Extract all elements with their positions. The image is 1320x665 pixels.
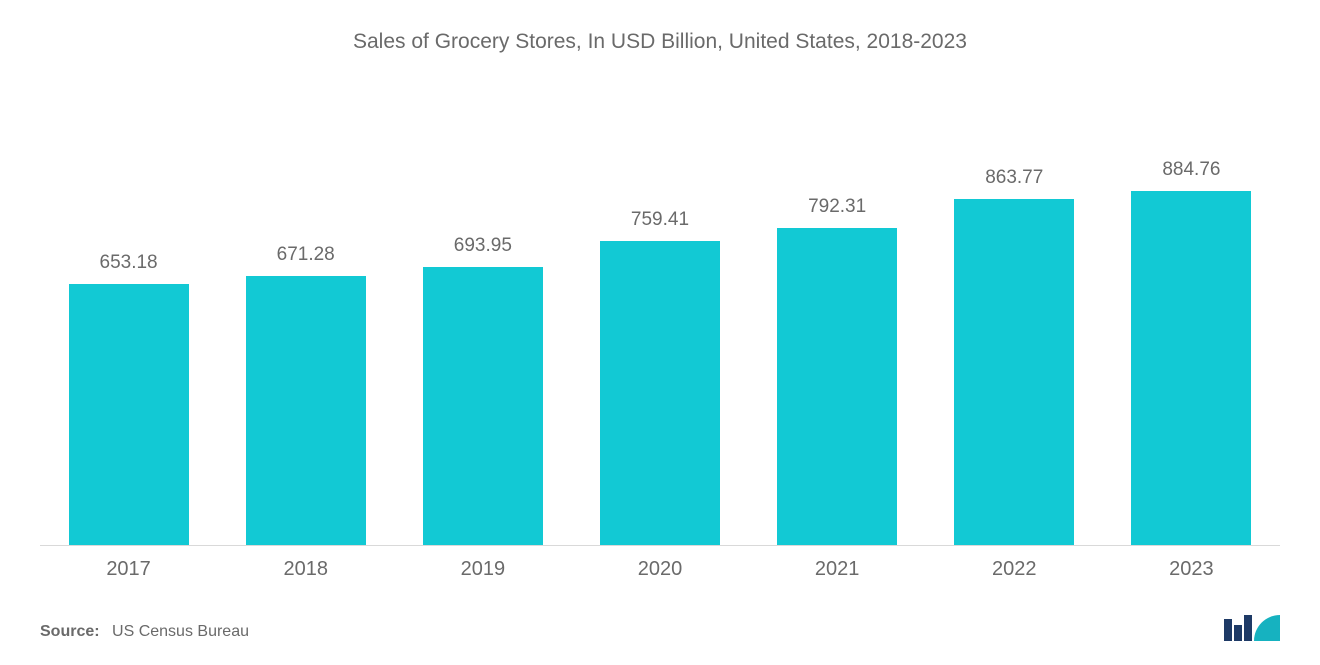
bar-group: 863.77 — [934, 167, 1094, 545]
source-label: Source: — [40, 623, 100, 640]
source-line: Source: US Census Bureau — [40, 623, 249, 641]
bar-group: 693.95 — [403, 235, 563, 545]
plot-area: 653.18 671.28 693.95 759.41 792.31 863.77 884.… — [40, 64, 1280, 545]
bar-rect — [69, 284, 189, 545]
x-tick-label: 2022 — [934, 550, 1094, 581]
bar-value-label: 653.18 — [100, 252, 158, 274]
x-tick-label: 2018 — [226, 550, 386, 581]
bar-value-label: 884.76 — [1162, 159, 1220, 181]
bar-group: 759.41 — [580, 209, 740, 545]
bar-value-label: 693.95 — [454, 235, 512, 257]
bar-value-label: 863.77 — [985, 167, 1043, 189]
bar-rect — [777, 228, 897, 545]
bar-value-label: 671.28 — [277, 244, 335, 266]
bar-rect — [954, 199, 1074, 545]
bar-group: 792.31 — [757, 196, 917, 545]
bar-rect — [1131, 191, 1251, 545]
bar-value-label: 759.41 — [631, 209, 689, 231]
x-tick-label: 2023 — [1111, 550, 1271, 581]
chart-title: Sales of Grocery Stores, In USD Billion,… — [40, 30, 1280, 54]
x-tick-label: 2020 — [580, 550, 740, 581]
bar-group: 653.18 — [49, 252, 209, 545]
x-tick-label: 2021 — [757, 550, 917, 581]
mordor-logo-icon — [1224, 611, 1280, 641]
bar-value-label: 792.31 — [808, 196, 866, 218]
bar-rect — [423, 267, 543, 545]
footer: Source: US Census Bureau — [40, 581, 1280, 645]
x-axis: 2017 2018 2019 2020 2021 2022 2023 — [40, 545, 1280, 581]
bar-group: 884.76 — [1111, 159, 1271, 545]
chart-container: Sales of Grocery Stores, In USD Billion,… — [0, 0, 1320, 665]
bar-group: 671.28 — [226, 244, 386, 545]
bar-rect — [600, 241, 720, 545]
source-text: US Census Bureau — [112, 623, 249, 640]
x-tick-label: 2017 — [49, 550, 209, 581]
x-tick-label: 2019 — [403, 550, 563, 581]
bar-rect — [246, 276, 366, 545]
